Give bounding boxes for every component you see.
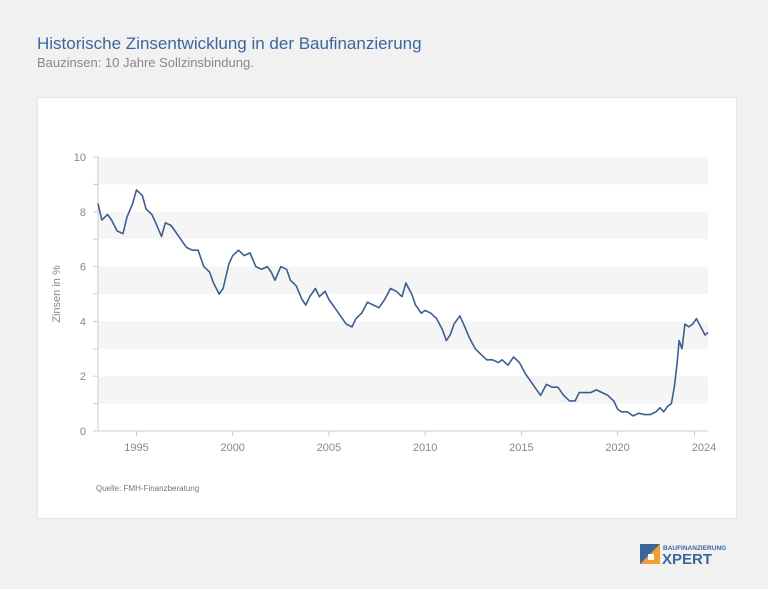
grid-band (98, 321, 708, 349)
source-note: Quelle: FMH-Finanzberatung (96, 484, 200, 493)
grid-band (98, 266, 708, 294)
grid-band (98, 157, 708, 185)
x-tick-label: 2020 (605, 442, 629, 454)
x-tick-label: 1995 (124, 442, 148, 454)
x-tick-label: 2015 (509, 442, 533, 454)
chart-subtitle: Bauzinsen: 10 Jahre Sollzinsbindung. (37, 55, 254, 70)
y-tick-label: 10 (74, 152, 86, 164)
svg-text:BAUFINANZIERUNG: BAUFINANZIERUNG (663, 545, 726, 552)
x-tick-label: 2024 (692, 442, 716, 454)
chart-card: 0 2 4 6 8 10 1995 2000 2005 2010 2015 2020 2024 Zinse… (37, 97, 737, 519)
x-tick-label: 2010 (413, 442, 437, 454)
y-tick-label: 2 (80, 371, 86, 383)
svg-text:XPERT: XPERT (662, 551, 712, 567)
y-tick-label: 4 (80, 316, 86, 328)
interest-rate-line (97, 189, 709, 417)
chart-title: Historische Zinsentwicklung in der Baufi… (37, 34, 422, 53)
baufinanzierung-xpert-logo: BAUFINANZIERUNG XPERT (640, 544, 726, 567)
y-axis-label: Zinsen in % (51, 265, 63, 323)
y-tick-label: 8 (80, 207, 86, 219)
x-tick-label: 2005 (317, 442, 341, 454)
grid-band (98, 376, 708, 404)
x-tick-label: 2000 (220, 442, 244, 454)
y-tick-label: 6 (80, 262, 86, 274)
y-tick-label: 0 (80, 426, 86, 438)
grid-band (98, 211, 708, 240)
line-chart: 0 2 4 6 8 10 1995 2000 2005 2010 2015 2020 2024 Zinse… (51, 152, 716, 454)
